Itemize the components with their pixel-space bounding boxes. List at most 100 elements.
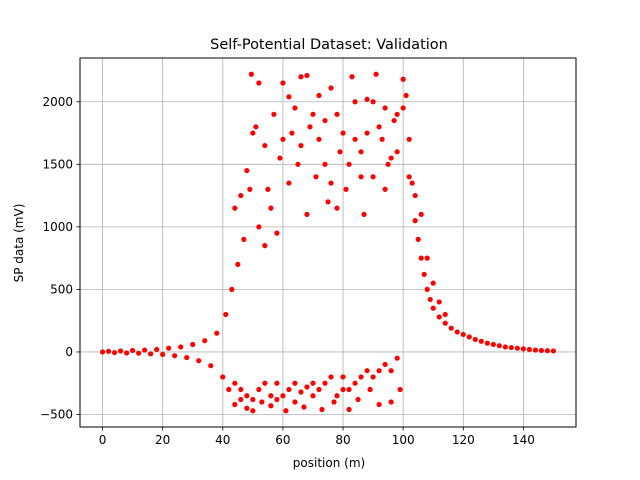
x-tick-label: 100 bbox=[392, 433, 415, 447]
y-tick-label: 1000 bbox=[42, 220, 73, 234]
data-point bbox=[262, 243, 268, 249]
data-point bbox=[142, 347, 148, 353]
x-tick-label: 0 bbox=[99, 433, 107, 447]
data-point bbox=[262, 142, 268, 149]
data-point bbox=[244, 393, 250, 399]
data-point bbox=[454, 329, 460, 335]
data-point bbox=[544, 348, 551, 354]
data-point bbox=[364, 368, 370, 374]
data-point bbox=[340, 386, 346, 393]
data-point bbox=[238, 192, 244, 199]
data-point bbox=[430, 305, 436, 311]
data-point bbox=[334, 111, 340, 117]
data-point bbox=[298, 142, 304, 149]
data-point bbox=[436, 299, 442, 305]
data-point bbox=[292, 105, 298, 111]
data-point bbox=[274, 396, 280, 403]
data-point bbox=[460, 331, 466, 338]
data-point bbox=[307, 124, 313, 130]
x-tick-label: 140 bbox=[512, 433, 535, 447]
data-point bbox=[397, 386, 403, 393]
data-point bbox=[322, 117, 328, 124]
data-point bbox=[235, 261, 241, 267]
data-point bbox=[286, 180, 292, 186]
data-point bbox=[244, 167, 250, 174]
data-point bbox=[352, 380, 358, 386]
data-point bbox=[268, 205, 274, 211]
data-point bbox=[418, 255, 424, 261]
data-point bbox=[253, 124, 259, 130]
data-point bbox=[415, 236, 421, 242]
data-point bbox=[424, 255, 430, 261]
data-point bbox=[379, 136, 385, 142]
data-point bbox=[283, 408, 289, 414]
data-point bbox=[256, 224, 262, 230]
data-point bbox=[322, 380, 328, 386]
data-point bbox=[99, 349, 106, 355]
data-point bbox=[472, 336, 478, 343]
data-points bbox=[99, 71, 557, 414]
data-point bbox=[340, 374, 346, 380]
y-tick-label: 0 bbox=[65, 345, 73, 359]
data-point bbox=[244, 405, 250, 411]
data-point bbox=[436, 314, 442, 320]
data-point bbox=[298, 389, 304, 395]
data-point bbox=[238, 396, 244, 403]
data-point bbox=[382, 361, 388, 368]
data-point bbox=[328, 85, 334, 91]
data-point bbox=[148, 351, 154, 357]
data-point bbox=[364, 96, 370, 102]
chart-title: Self-Potential Dataset: Validation bbox=[210, 37, 448, 53]
data-point bbox=[496, 343, 502, 349]
y-axis-label: SP data (mV) bbox=[12, 204, 26, 283]
data-point bbox=[466, 334, 472, 340]
data-point bbox=[532, 347, 539, 353]
data-point bbox=[382, 186, 388, 192]
data-point bbox=[130, 347, 136, 354]
data-point bbox=[490, 341, 496, 348]
data-point bbox=[340, 130, 346, 136]
data-point bbox=[382, 105, 388, 111]
data-point bbox=[250, 396, 256, 403]
plot-frame bbox=[79, 57, 577, 428]
y-tick-label: 500 bbox=[50, 282, 73, 296]
data-point bbox=[400, 105, 406, 111]
data-point bbox=[232, 205, 238, 211]
data-point bbox=[259, 399, 265, 405]
data-point bbox=[343, 186, 349, 192]
data-point bbox=[268, 403, 274, 409]
data-point bbox=[550, 348, 557, 354]
data-point bbox=[448, 325, 454, 331]
data-point bbox=[304, 211, 310, 217]
data-point bbox=[280, 136, 286, 142]
data-point bbox=[376, 368, 382, 374]
data-point bbox=[508, 344, 514, 351]
data-point bbox=[316, 136, 322, 142]
data-point bbox=[268, 393, 274, 399]
data-point bbox=[223, 311, 229, 318]
data-point bbox=[538, 347, 545, 354]
data-point bbox=[256, 386, 262, 393]
data-point bbox=[442, 320, 448, 326]
data-point bbox=[190, 341, 196, 348]
data-point bbox=[178, 344, 184, 350]
data-point bbox=[196, 358, 202, 364]
data-point bbox=[172, 353, 178, 359]
data-point bbox=[232, 380, 238, 386]
data-point bbox=[117, 348, 124, 354]
y-axis-ticks: −500 0 500 1000 1500 2000 bbox=[40, 95, 80, 421]
data-point bbox=[310, 380, 316, 386]
data-point bbox=[526, 346, 533, 353]
data-point bbox=[346, 406, 352, 413]
data-point bbox=[331, 399, 337, 405]
y-tick-label: 1500 bbox=[42, 157, 73, 171]
x-tick-label: 80 bbox=[335, 433, 350, 447]
data-point bbox=[394, 355, 400, 361]
data-point bbox=[370, 99, 376, 105]
data-point bbox=[412, 192, 418, 199]
data-point bbox=[322, 161, 328, 167]
data-point bbox=[304, 72, 310, 79]
data-point bbox=[292, 399, 298, 405]
data-point bbox=[226, 386, 232, 393]
